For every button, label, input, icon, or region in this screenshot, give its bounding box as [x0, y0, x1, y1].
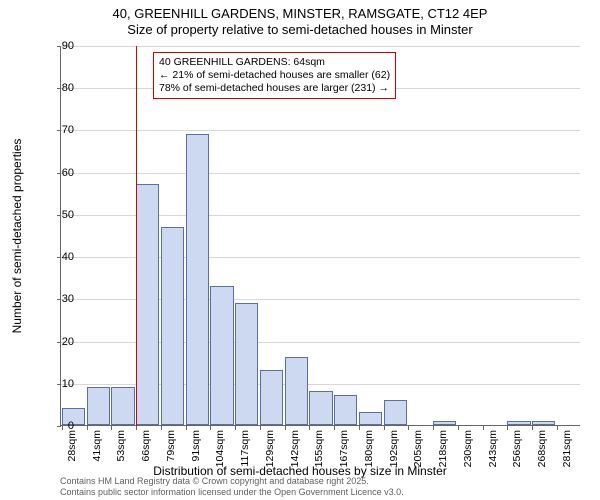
title-line-1: 40, GREENHILL GARDENS, MINSTER, RAMSGATE…: [0, 6, 600, 22]
histogram-bar: [186, 134, 209, 425]
y-axis-label: Number of semi-detached properties: [10, 139, 24, 334]
ytick-label: 60: [44, 167, 74, 179]
histogram-bar: [235, 303, 258, 425]
xtick-label: 66sqm: [140, 430, 152, 462]
xtick-label: 268sqm: [536, 430, 548, 467]
histogram-bar: [87, 387, 110, 425]
gridline: [61, 46, 580, 47]
ytick-label: 80: [44, 82, 74, 94]
histogram-bar: [507, 421, 530, 425]
xtick-label: 53sqm: [115, 430, 127, 462]
xtick-label: 129sqm: [264, 430, 276, 467]
xtick-mark: [161, 426, 162, 430]
xtick-label: 28sqm: [66, 430, 78, 462]
title-block: 40, GREENHILL GARDENS, MINSTER, RAMSGATE…: [0, 0, 600, 39]
xtick-mark: [309, 426, 310, 430]
xtick-mark: [285, 426, 286, 430]
footer-line-2: Contains public sector information licen…: [60, 487, 404, 498]
histogram-bar: [532, 421, 555, 425]
xtick-mark: [483, 426, 484, 430]
chart-area: 28sqm41sqm53sqm66sqm79sqm91sqm104sqm117s…: [60, 46, 580, 426]
histogram-bar: [309, 391, 332, 425]
histogram-bar: [136, 184, 159, 425]
annotation-line: 78% of semi-detached houses are larger (…: [159, 82, 390, 95]
xtick-mark: [408, 426, 409, 430]
xtick-label: 230sqm: [462, 430, 474, 467]
title-line-2: Size of property relative to semi-detach…: [0, 22, 600, 38]
ytick-label: 20: [44, 336, 74, 348]
ytick-label: 0: [44, 420, 74, 432]
xtick-label: 243sqm: [487, 430, 499, 467]
annotation-box: 40 GREENHILL GARDENS: 64sqm← 21% of semi…: [153, 52, 396, 99]
ytick-label: 70: [44, 124, 74, 136]
ytick-label: 10: [44, 378, 74, 390]
xtick-mark: [433, 426, 434, 430]
histogram-bar: [260, 370, 283, 425]
xtick-mark: [458, 426, 459, 430]
xtick-label: 155sqm: [313, 430, 325, 467]
xtick-mark: [334, 426, 335, 430]
xtick-mark: [359, 426, 360, 430]
xtick-label: 117sqm: [239, 430, 251, 467]
xtick-label: 205sqm: [412, 430, 424, 467]
xtick-mark: [136, 426, 137, 430]
xtick-label: 180sqm: [363, 430, 375, 467]
annotation-line: ← 21% of semi-detached houses are smalle…: [159, 69, 390, 82]
histogram-bar: [433, 421, 456, 425]
property-marker-line: [136, 46, 137, 426]
histogram-bar: [334, 395, 357, 425]
xtick-mark: [186, 426, 187, 430]
xtick-label: 142sqm: [289, 430, 301, 467]
histogram-bar: [384, 400, 407, 425]
gridline: [61, 130, 580, 131]
xtick-label: 167sqm: [338, 430, 350, 467]
xtick-label: 218sqm: [437, 430, 449, 467]
ytick-label: 90: [44, 40, 74, 52]
xtick-label: 281sqm: [561, 430, 573, 467]
xtick-mark: [235, 426, 236, 430]
xtick-mark: [260, 426, 261, 430]
histogram-bar: [210, 286, 233, 425]
xtick-label: 41sqm: [91, 430, 103, 462]
histogram-bar: [111, 387, 134, 425]
ytick-label: 40: [44, 251, 74, 263]
xtick-mark: [384, 426, 385, 430]
plot-region: 28sqm41sqm53sqm66sqm79sqm91sqm104sqm117s…: [60, 46, 580, 426]
gridline: [61, 173, 580, 174]
xtick-mark: [111, 426, 112, 430]
xtick-mark: [507, 426, 508, 430]
chart-container: 40, GREENHILL GARDENS, MINSTER, RAMSGATE…: [0, 0, 600, 500]
xtick-label: 192sqm: [388, 430, 400, 467]
xtick-mark: [210, 426, 211, 430]
xtick-label: 91sqm: [190, 430, 202, 462]
histogram-bar: [161, 227, 184, 425]
footer: Contains HM Land Registry data © Crown c…: [60, 476, 404, 498]
ytick-label: 50: [44, 209, 74, 221]
histogram-bar: [359, 412, 382, 425]
xtick-mark: [557, 426, 558, 430]
annotation-line: 40 GREENHILL GARDENS: 64sqm: [159, 56, 390, 69]
xtick-label: 256sqm: [511, 430, 523, 467]
histogram-bar: [285, 357, 308, 425]
xtick-label: 104sqm: [214, 430, 226, 467]
ytick-label: 30: [44, 293, 74, 305]
footer-line-1: Contains HM Land Registry data © Crown c…: [60, 476, 404, 487]
xtick-mark: [87, 426, 88, 430]
xtick-label: 79sqm: [165, 430, 177, 462]
xtick-mark: [532, 426, 533, 430]
